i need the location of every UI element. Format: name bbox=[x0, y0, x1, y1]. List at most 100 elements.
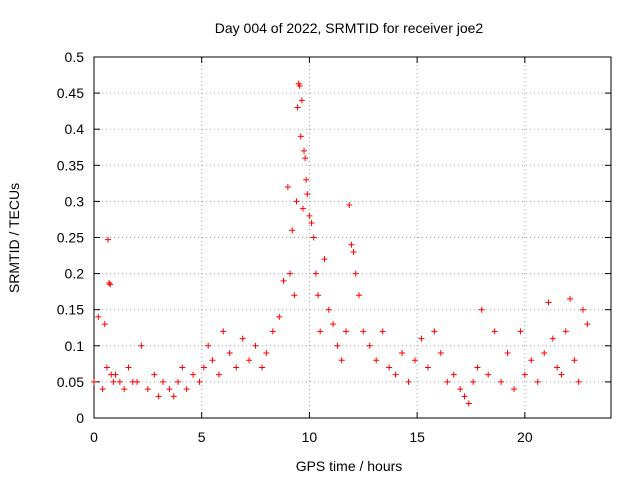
data-point bbox=[209, 357, 216, 364]
data-point bbox=[302, 155, 309, 162]
x-tick-label: 15 bbox=[409, 429, 425, 445]
data-point bbox=[549, 335, 556, 342]
data-point bbox=[450, 371, 457, 378]
data-point bbox=[91, 378, 97, 385]
data-point bbox=[478, 306, 485, 313]
data-point bbox=[562, 328, 569, 335]
data-point bbox=[444, 378, 451, 385]
data-point bbox=[306, 212, 313, 219]
data-point bbox=[517, 328, 524, 335]
data-point bbox=[291, 292, 298, 299]
data-point bbox=[504, 350, 511, 357]
data-point bbox=[269, 328, 276, 335]
x-tick-labels: 0 5 10 15 20 bbox=[90, 429, 533, 445]
data-point bbox=[259, 364, 266, 371]
data-point bbox=[534, 378, 541, 385]
data-point bbox=[99, 386, 106, 393]
data-point bbox=[470, 378, 477, 385]
data-point bbox=[541, 350, 548, 357]
y-tick-label: 0.05 bbox=[57, 374, 84, 390]
chart-title: Day 004 of 2022, SRMTID for receiver joe… bbox=[215, 20, 484, 36]
y-tick-label: 0.2 bbox=[65, 266, 85, 282]
data-point bbox=[330, 321, 337, 328]
data-point bbox=[411, 357, 418, 364]
data-point bbox=[179, 364, 186, 371]
data-point bbox=[106, 279, 113, 286]
data-point bbox=[287, 270, 294, 277]
data-point bbox=[196, 378, 203, 385]
y-tick-label: 0.4 bbox=[65, 121, 85, 137]
data-point bbox=[144, 386, 151, 393]
data-point bbox=[110, 378, 117, 385]
data-point bbox=[280, 277, 287, 284]
x-axis-label: GPS time / hours bbox=[296, 458, 403, 474]
data-point bbox=[289, 227, 296, 234]
data-point bbox=[418, 335, 425, 342]
data-point bbox=[575, 378, 582, 385]
data-point bbox=[125, 364, 132, 371]
data-point bbox=[284, 183, 291, 190]
data-point bbox=[170, 393, 177, 400]
data-point bbox=[299, 205, 306, 212]
data-point bbox=[183, 386, 190, 393]
data-point bbox=[263, 350, 270, 357]
data-point bbox=[366, 342, 373, 349]
data-points bbox=[91, 80, 591, 407]
data-point bbox=[485, 371, 492, 378]
data-point bbox=[373, 357, 380, 364]
y-axis-label: SRMTID / TECUs bbox=[6, 183, 22, 293]
y-tick-label: 0.45 bbox=[57, 85, 84, 101]
data-point bbox=[293, 198, 300, 205]
data-point bbox=[584, 321, 591, 328]
data-point bbox=[175, 378, 182, 385]
x-tick-label: 20 bbox=[517, 429, 533, 445]
data-point bbox=[545, 299, 552, 306]
data-point bbox=[579, 306, 586, 313]
data-point bbox=[424, 364, 431, 371]
y-tick-label: 0.1 bbox=[65, 338, 85, 354]
data-point bbox=[121, 386, 128, 393]
data-point bbox=[571, 357, 578, 364]
data-point bbox=[252, 342, 259, 349]
data-point bbox=[200, 364, 207, 371]
data-point bbox=[303, 176, 310, 183]
data-point bbox=[360, 328, 367, 335]
data-point bbox=[112, 371, 119, 378]
data-point bbox=[528, 357, 535, 364]
data-point bbox=[298, 97, 305, 104]
plot-frame bbox=[93, 56, 612, 419]
x-tick-label: 0 bbox=[90, 429, 98, 445]
data-point bbox=[474, 364, 481, 371]
data-point bbox=[431, 328, 438, 335]
data-point bbox=[301, 147, 308, 154]
data-point bbox=[105, 236, 112, 243]
data-point bbox=[558, 371, 565, 378]
data-point bbox=[101, 321, 108, 328]
data-point bbox=[116, 378, 123, 385]
data-point bbox=[107, 281, 114, 288]
y-tick-label: 0.25 bbox=[57, 230, 84, 246]
data-point bbox=[521, 371, 528, 378]
grid bbox=[94, 57, 611, 418]
data-point bbox=[95, 313, 102, 320]
data-point bbox=[215, 371, 222, 378]
y-tick-label: 0.3 bbox=[65, 193, 85, 209]
data-point bbox=[491, 328, 498, 335]
x-tick-label: 10 bbox=[302, 429, 318, 445]
data-point bbox=[386, 364, 393, 371]
data-point bbox=[350, 248, 357, 255]
data-point bbox=[239, 335, 246, 342]
data-point bbox=[297, 133, 304, 140]
data-point bbox=[325, 306, 332, 313]
data-point bbox=[294, 104, 301, 111]
data-point bbox=[246, 357, 253, 364]
data-point bbox=[457, 386, 464, 393]
data-point bbox=[304, 191, 311, 198]
data-point bbox=[437, 350, 444, 357]
data-point bbox=[355, 292, 362, 299]
y-tick-label: 0 bbox=[76, 410, 84, 426]
y-tick-label: 0.35 bbox=[57, 157, 84, 173]
data-point bbox=[567, 295, 574, 302]
data-point bbox=[155, 393, 162, 400]
